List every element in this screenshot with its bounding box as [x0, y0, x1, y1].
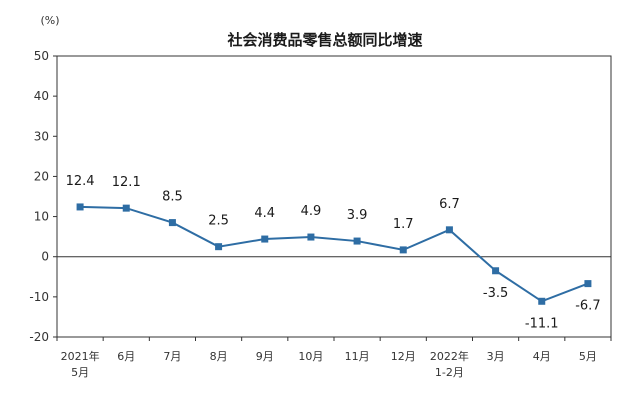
y-tick-label: 50	[34, 49, 49, 63]
data-point	[215, 243, 223, 251]
data-label: -11.1	[525, 316, 559, 331]
x-tick-label: 11月	[345, 350, 370, 363]
x-tick-label: 1-2月	[435, 366, 464, 379]
data-point	[76, 203, 84, 211]
data-label: 4.9	[301, 204, 322, 219]
y-tick-label: -10	[29, 290, 49, 304]
data-label: 12.4	[66, 174, 95, 189]
y-tick-label: -20	[29, 330, 49, 344]
x-axis-ticks: 2021年 5月 6月 7月 8月 9月 10月 11月 12月 2022年 1-2月 3月 4月 5月	[56, 337, 612, 379]
y-axis-ticks: 50 40 30 20 10 0 -10 -20	[29, 49, 57, 344]
data-point	[122, 204, 130, 212]
data-point	[492, 267, 500, 275]
x-tick-label: 12月	[391, 350, 416, 363]
x-tick-label: 8月	[210, 350, 228, 363]
x-tick-label: 4月	[533, 350, 551, 363]
y-tick-label: 20	[34, 169, 49, 183]
data-label: 12.1	[112, 175, 141, 190]
data-point	[399, 246, 407, 254]
x-tick-label: 9月	[256, 350, 274, 363]
x-tick-label: 5月	[71, 366, 89, 379]
data-markers	[76, 203, 592, 305]
data-label: 1.7	[393, 217, 414, 232]
data-point	[538, 297, 546, 305]
y-tick-label: 40	[34, 89, 49, 103]
x-tick-label: 7月	[163, 350, 181, 363]
x-tick-label: 2022年	[430, 349, 469, 363]
y-tick-label: 10	[34, 210, 49, 224]
data-point	[168, 219, 176, 227]
x-tick-label: 6月	[117, 350, 135, 363]
data-labels: 12.4 12.1 8.5 2.5 4.4 4.9 3.9 1.7 6.7 -3.5 -11.1 -6…	[66, 174, 601, 331]
y-unit-label: (%)	[40, 14, 59, 27]
data-label: 8.5	[162, 190, 183, 205]
data-point	[353, 237, 361, 245]
data-point	[584, 280, 592, 288]
data-label: -6.7	[575, 299, 600, 314]
data-label: 3.9	[347, 208, 368, 223]
y-tick-label: 0	[41, 250, 49, 264]
chart-title: 社会消费品零售总额同比增速	[226, 31, 422, 49]
plot-frame	[56, 55, 612, 338]
x-tick-label: 2021年	[61, 349, 100, 363]
data-label: 2.5	[208, 214, 229, 229]
data-point	[261, 235, 269, 243]
data-point	[445, 226, 453, 234]
series-line	[80, 205, 589, 303]
x-tick-label: 10月	[298, 350, 323, 363]
x-tick-label: 5月	[579, 350, 597, 363]
data-label: -3.5	[483, 286, 508, 301]
data-label: 6.7	[439, 197, 460, 212]
data-point	[307, 233, 315, 241]
data-label: 4.4	[254, 206, 275, 221]
x-tick-label: 3月	[487, 350, 505, 363]
y-tick-label: 30	[34, 129, 49, 143]
